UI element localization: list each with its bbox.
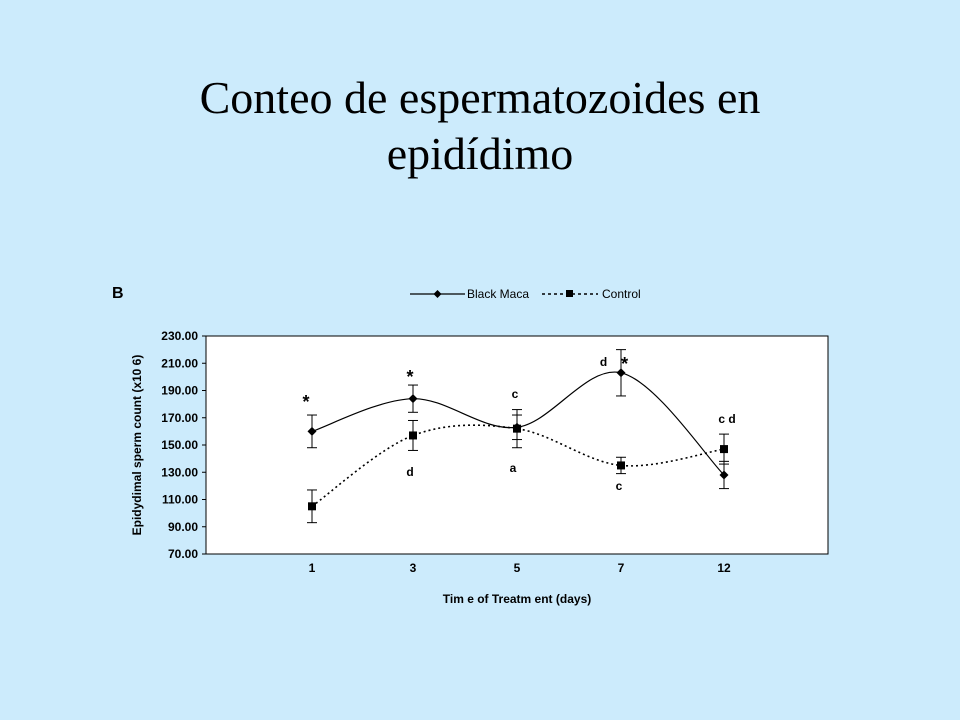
series-line-black-maca — [311, 371, 725, 476]
point-annotation: c — [512, 387, 519, 401]
data-point-control — [409, 431, 417, 440]
legend-label-control: Control — [602, 287, 641, 301]
data-point-control — [617, 461, 625, 470]
y-tick-label: 210.00 — [161, 356, 198, 370]
x-tick-label: 3 — [410, 561, 417, 575]
point-annotation: d * — [600, 354, 628, 374]
y-tick-label: 170.00 — [161, 411, 198, 425]
data-point-black-maca — [719, 470, 729, 480]
series-group — [307, 349, 729, 524]
point-annotation: * — [302, 392, 309, 412]
data-point-black-maca — [408, 394, 418, 404]
point-annotation: c d — [718, 412, 735, 426]
y-axis: 230.00 210.00 190.00 170.00 150.00 130.00 110.… — [161, 329, 206, 561]
y-tick-label: 150.00 — [161, 438, 198, 452]
data-point-control — [308, 502, 316, 511]
y-tick-label: 230.00 — [161, 329, 198, 343]
data-point-control — [513, 424, 521, 433]
y-tick-label: 190.00 — [161, 384, 198, 398]
point-annotation: * — [406, 367, 413, 387]
x-tick-label: 12 — [717, 561, 731, 575]
x-axis: 1 3 5 7 12 — [309, 561, 731, 575]
slide-title-line-2: epidídimo — [386, 128, 574, 179]
x-tick-label: 5 — [514, 561, 521, 575]
data-point-black-maca — [616, 368, 626, 378]
point-annotation: a — [510, 461, 517, 475]
x-tick-label: 1 — [309, 561, 316, 575]
y-tick-label: 130.00 — [161, 465, 198, 479]
annotations: * * c d * c d d a c — [302, 354, 735, 493]
panel-label: B — [112, 285, 124, 302]
point-annotation: c — [616, 479, 623, 493]
legend-marker-black-maca — [433, 290, 442, 298]
slide-title-line-1: Conteo de espermatozoides en — [199, 72, 761, 123]
y-tick-label: 110.00 — [162, 493, 198, 507]
x-tick-label: 7 — [618, 561, 625, 575]
x-axis-label: Tim e of Treatm ent (days) — [443, 592, 591, 606]
y-tick-label: 90.00 — [168, 520, 198, 534]
y-tick-label: 70.00 — [168, 547, 198, 561]
data-point-control — [720, 445, 728, 454]
y-axis-label: Epidydimal sperm count (x10 6) — [130, 355, 144, 536]
slide-title: Conteo de espermatozoides en epidídimo — [0, 70, 960, 182]
legend-label-black-maca: Black Maca — [467, 287, 529, 301]
point-annotation: d — [406, 465, 413, 479]
legend: Black Maca Control — [410, 287, 641, 301]
data-point-black-maca — [307, 426, 317, 436]
legend-marker-control — [566, 290, 573, 297]
